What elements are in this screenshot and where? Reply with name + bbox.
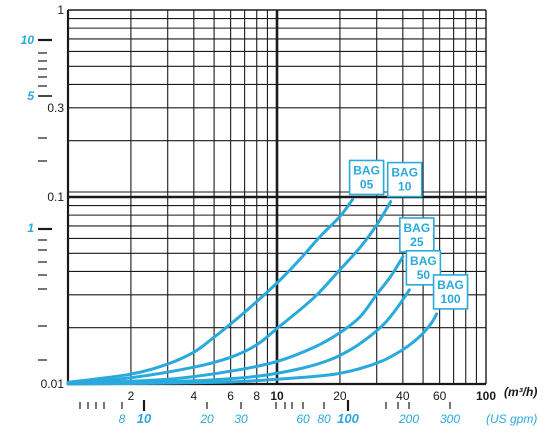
x-tick-labels: 2 4 6 8 10 20 40 60 100 bbox=[128, 389, 497, 403]
series-label-2: BAG 25 bbox=[400, 218, 434, 252]
series-label-line: BAG bbox=[391, 166, 418, 180]
x-tick-label: 60 bbox=[433, 389, 447, 403]
y2-tick-label: 5 bbox=[27, 89, 34, 103]
series-line-1 bbox=[68, 202, 391, 384]
series-label-line: 50 bbox=[417, 268, 431, 282]
series-line-0 bbox=[68, 200, 353, 383]
series-label-line: 100 bbox=[441, 292, 461, 306]
series-label-line: 25 bbox=[410, 235, 424, 249]
y-tick-label: 0.3 bbox=[47, 101, 64, 115]
series-label-line: 05 bbox=[360, 177, 374, 191]
y-tick-label: 1 bbox=[57, 3, 64, 17]
x-tick-label: 2 bbox=[128, 389, 135, 403]
x2-unit-label: (US gpm) bbox=[486, 412, 537, 426]
x-unit-label: (m³/h) bbox=[504, 385, 537, 399]
y2-tick-label: 1 bbox=[27, 221, 34, 235]
x2-tick-label: 30 bbox=[234, 412, 248, 426]
series-label-line: BAG bbox=[403, 221, 430, 235]
series-label-line: BAG bbox=[437, 278, 464, 292]
series-label-4: BAG 100 bbox=[434, 275, 468, 309]
y2-tick-label: 10 bbox=[21, 33, 35, 47]
x2-tick-labels: 8 10 20 30 60 80 100 200 300 bbox=[80, 400, 460, 426]
series-label-1: BAG 10 bbox=[388, 163, 422, 197]
x2-tick-label: 60 bbox=[296, 412, 310, 426]
x2-tick-label: 10 bbox=[137, 411, 152, 426]
x2-tick-label: 80 bbox=[317, 412, 331, 426]
x2-tick-label: 300 bbox=[440, 412, 460, 426]
series-label-line: BAG bbox=[353, 163, 380, 177]
x2-tick-label: 100 bbox=[337, 411, 359, 426]
x2-tick-label: 200 bbox=[398, 412, 419, 426]
y-tick-label: 0.1 bbox=[47, 190, 64, 204]
x2-tick-label: 20 bbox=[199, 412, 214, 426]
series-label-line: BAG bbox=[410, 254, 437, 268]
series-curves bbox=[68, 200, 437, 385]
series-label-text: BAG 100 bbox=[437, 278, 464, 306]
x2-tick-label: 8 bbox=[119, 412, 126, 426]
x-tick-label: 40 bbox=[396, 389, 410, 403]
x-tick-label: 10 bbox=[270, 389, 284, 403]
x-tick-label: 20 bbox=[333, 389, 347, 403]
x-tick-label: 6 bbox=[227, 389, 234, 403]
x-tick-label: 8 bbox=[253, 389, 260, 403]
x-tick-label: 4 bbox=[190, 389, 197, 403]
series-label-0: BAG 05 bbox=[350, 160, 384, 194]
y-tick-label: 0.01 bbox=[41, 377, 65, 391]
x-tick-label: 100 bbox=[476, 389, 496, 403]
series-label-line: 10 bbox=[398, 180, 412, 194]
